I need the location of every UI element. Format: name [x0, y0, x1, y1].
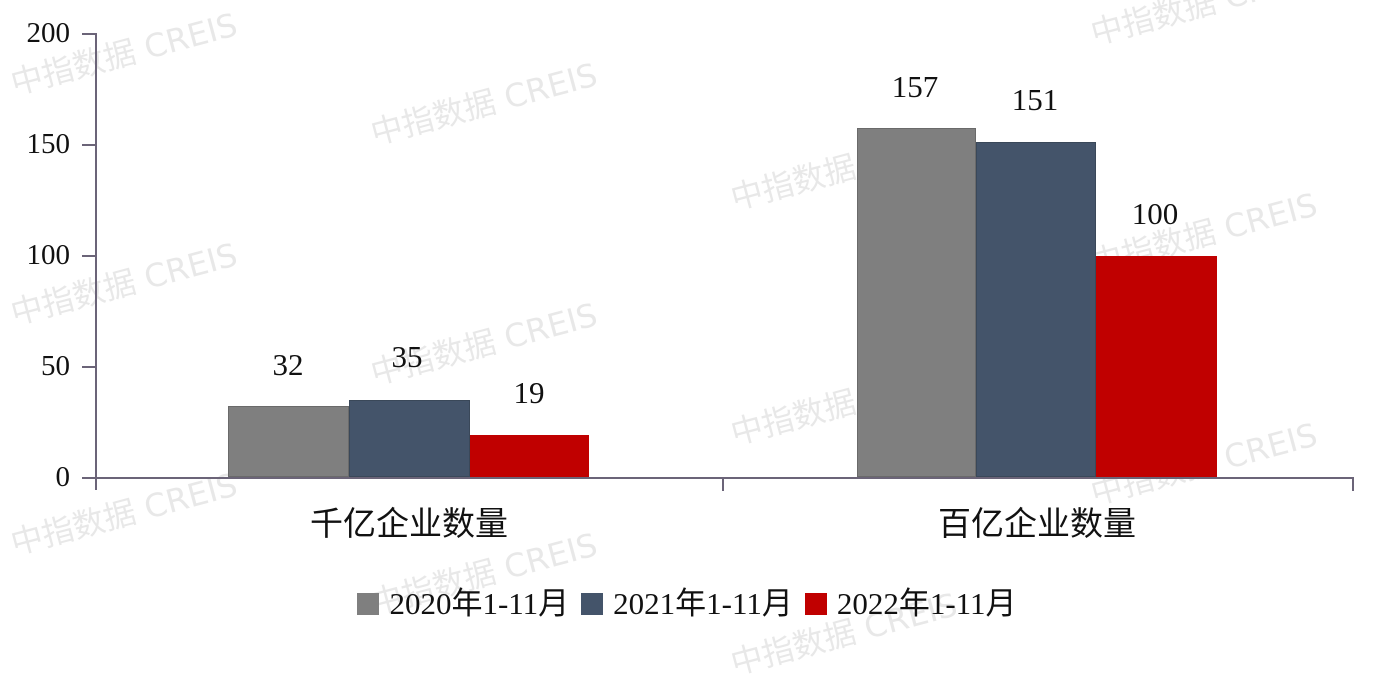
value-label: 100: [1131, 196, 1179, 231]
bar-2021-qianyi: [349, 400, 470, 477]
legend-label: 2020年1-11月: [389, 586, 570, 621]
value-label: 19: [513, 375, 545, 410]
y-axis: [95, 33, 97, 490]
legend-swatch-icon: [581, 593, 604, 615]
y-tick-label: 150: [26, 128, 71, 160]
watermark: 中指数据 CREIS: [1086, 0, 1322, 53]
x-axis: [95, 477, 1354, 479]
value-label: 35: [391, 339, 423, 374]
y-tick: [82, 477, 96, 479]
legend-item-2022: 2022年1-11月: [804, 586, 1017, 622]
category-label: 百亿企业数量: [938, 507, 1136, 543]
y-tick-label: 200: [26, 17, 71, 49]
legend-swatch-icon: [804, 593, 827, 615]
bar-2020-baiyi: [857, 128, 976, 477]
legend: 2020年1-11月 2021年1-11月 2022年1-11月: [0, 586, 1374, 622]
y-tick-label: 50: [41, 350, 70, 382]
y-tick: [82, 366, 96, 368]
watermark: 中指数据 CREIS: [366, 55, 602, 153]
bar-2022-baiyi: [1096, 256, 1217, 477]
value-label: 32: [272, 347, 304, 382]
value-label: 151: [1011, 82, 1059, 117]
legend-item-2020: 2020年1-11月: [357, 586, 569, 622]
y-tick-label: 100: [26, 239, 71, 271]
bar-2020-qianyi: [228, 406, 349, 477]
value-label: 157: [891, 69, 939, 104]
x-tick: [1352, 477, 1354, 491]
x-tick: [722, 477, 724, 491]
bar-2022-qianyi: [470, 435, 589, 477]
legend-label: 2021年1-11月: [613, 586, 793, 621]
y-tick: [82, 144, 96, 146]
bar-2021-baiyi: [976, 142, 1096, 477]
category-label: 千亿企业数量: [310, 507, 508, 543]
legend-label: 2022年1-11月: [836, 586, 1017, 621]
legend-item-2021: 2021年1-11月: [581, 586, 793, 622]
y-tick: [82, 255, 96, 257]
y-tick: [82, 33, 96, 35]
y-tick-label: 0: [55, 461, 71, 493]
watermark: 中指数据 CREIS: [6, 5, 242, 103]
legend-swatch-icon: [357, 593, 380, 615]
